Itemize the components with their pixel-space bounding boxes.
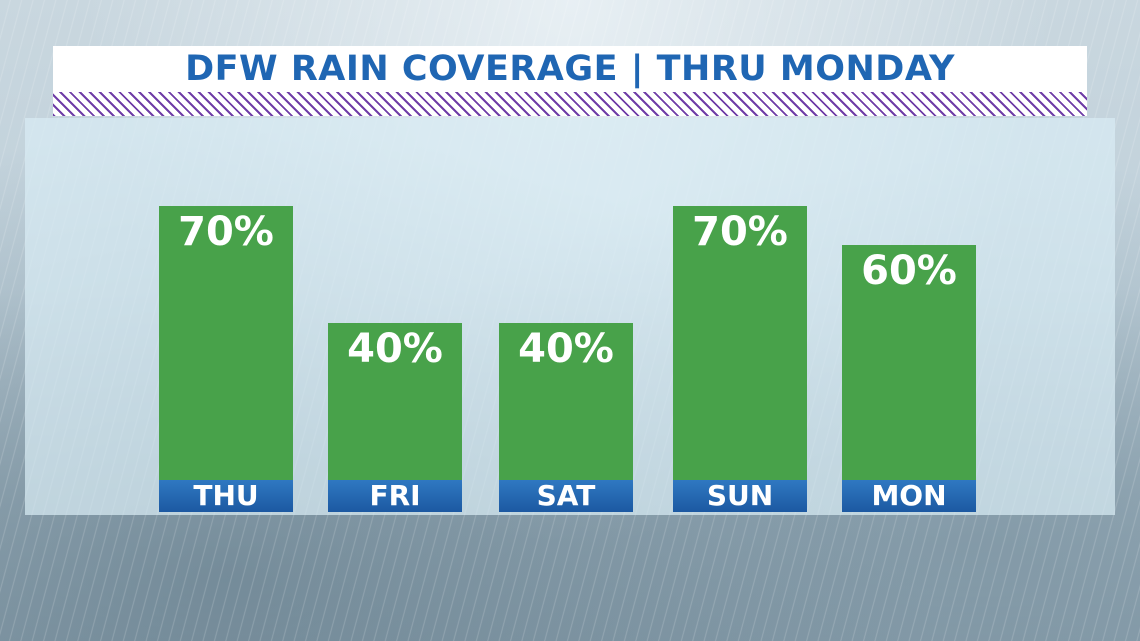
title-hatch-stripe (53, 92, 1087, 116)
bar-sun (673, 206, 807, 480)
bar-column-sat: 40% SAT (499, 0, 633, 641)
chart-title: DFW RAIN COVERAGE | THRU MONDAY (185, 49, 955, 89)
bar-mon (842, 245, 976, 480)
category-label-thu: THU (159, 480, 293, 512)
bar-value-label: 70% (692, 209, 788, 255)
bar-column-sun: 70% SUN (673, 0, 807, 641)
bar-value-label: 70% (178, 209, 274, 255)
bar-value-label: 40% (518, 326, 614, 372)
bar-column-fri: 40% FRI (328, 0, 462, 641)
bar-thu (159, 206, 293, 480)
bar-column-thu: 70% THU (159, 0, 293, 641)
bar-value-label: 40% (347, 326, 443, 372)
category-label-fri: FRI (328, 480, 462, 512)
bar-value-label: 60% (861, 248, 957, 294)
bar-sat (499, 323, 633, 480)
title-box: DFW RAIN COVERAGE | THRU MONDAY (53, 46, 1087, 92)
category-label-sat: SAT (499, 480, 633, 512)
bar-fri (328, 323, 462, 480)
bar-column-mon: 60% MON (842, 0, 976, 641)
category-label-mon: MON (842, 480, 976, 512)
category-label-sun: SUN (673, 480, 807, 512)
